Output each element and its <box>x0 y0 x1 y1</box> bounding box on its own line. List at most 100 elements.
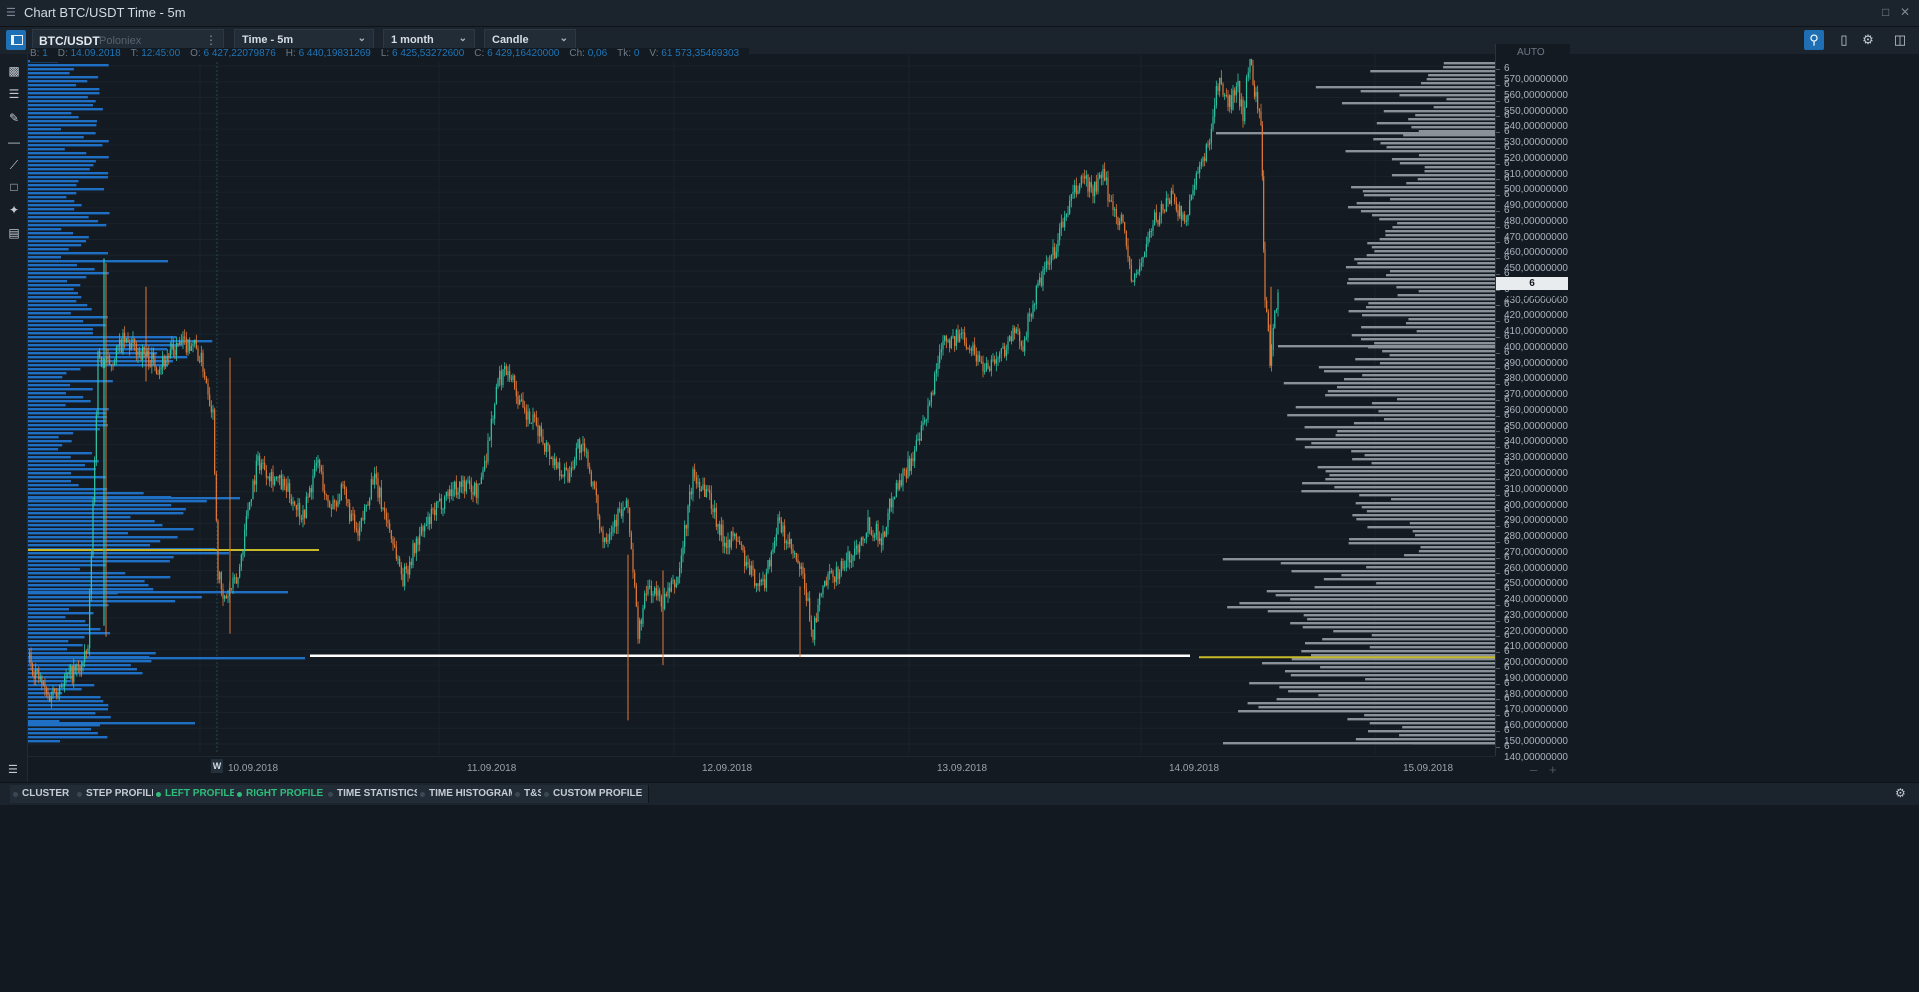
candle-body <box>65 673 67 678</box>
candle-body <box>745 561 747 567</box>
candle-body <box>762 579 764 582</box>
layers-icon[interactable]: ☰ <box>8 87 20 101</box>
candle-body <box>565 467 567 470</box>
candle-body <box>394 544 396 548</box>
horizontal-line-icon[interactable]: — <box>8 135 20 149</box>
window-menu-icon[interactable]: ☰ <box>6 7 16 19</box>
left-profile-bar <box>28 88 100 91</box>
candle-body <box>1169 200 1171 204</box>
gear-icon[interactable]: ⚙ <box>1895 786 1906 800</box>
left-profile-bar <box>28 232 74 235</box>
ohlc-value: 61 573,35469303 <box>661 48 740 59</box>
right-profile-bar <box>1351 186 1495 189</box>
candle-body <box>659 590 661 597</box>
tab-time-statistics[interactable]: TIME STATISTICS <box>325 785 428 803</box>
candle-body <box>1102 168 1104 178</box>
tab-cluster[interactable]: CLUSTER <box>10 785 77 803</box>
candle-body <box>1127 245 1129 258</box>
price-tick-label: 6 340,00000000 <box>1496 425 1570 447</box>
zoom-out-icon[interactable]: – <box>1530 762 1538 777</box>
right-profile-bar <box>1356 202 1495 205</box>
candle-body <box>1162 204 1164 211</box>
left-profile-bar <box>28 488 108 491</box>
candle-body <box>797 559 799 564</box>
chart-panel-icon[interactable] <box>6 30 26 50</box>
right-profile-bar <box>1304 642 1495 645</box>
pencil-icon[interactable]: ✎ <box>8 111 20 125</box>
tab-left-profile[interactable]: LEFT PROFILE <box>153 785 244 803</box>
candle-body <box>887 512 889 528</box>
panel-toggle-icon[interactable]: ◫ <box>1893 32 1907 47</box>
tab-custom-profile[interactable]: CUSTOM PROFILE <box>541 785 650 803</box>
ohlc-value: 14.09.2018 <box>70 48 121 59</box>
auto-scale-label[interactable]: AUTO <box>1517 47 1545 58</box>
candle-body <box>742 545 744 551</box>
ohlc-field: L: 6 425,53272600 <box>381 48 464 59</box>
candle-body <box>304 510 306 518</box>
price-axis[interactable]: 6 570,00000000 6 560,00000000 6 550,000000… <box>1495 44 1570 763</box>
left-profile-bar <box>28 728 92 731</box>
candle-body <box>1065 214 1067 217</box>
candle-body <box>107 356 109 360</box>
candle-body <box>579 439 581 454</box>
bar-chart-icon[interactable]: ▩ <box>8 64 20 78</box>
right-profile-bar <box>1354 298 1495 301</box>
rectangle-icon[interactable]: □ <box>10 180 18 194</box>
price-tick-label: 6 170,00000000 <box>1496 693 1570 715</box>
candle-body <box>779 517 781 521</box>
candle-body <box>539 426 541 436</box>
candle-body <box>910 458 912 472</box>
ohlc-field: D: 14.09.2018 <box>58 48 121 59</box>
right-profile-bar <box>1348 278 1495 281</box>
right-profile-bar <box>1376 582 1495 585</box>
candle-body <box>1002 346 1004 349</box>
left-profile-bar <box>28 616 66 619</box>
trendline-icon[interactable]: ⟋ <box>9 158 19 172</box>
right-profile-bar <box>1345 150 1495 153</box>
candle-body <box>152 352 154 359</box>
close-icon[interactable]: ✕ <box>1900 5 1911 19</box>
candle-body <box>647 586 649 595</box>
candle-body <box>359 527 361 536</box>
mouse-icon[interactable]: ▯ <box>1840 32 1848 47</box>
candle-body <box>712 508 714 513</box>
candle-body <box>1154 212 1156 225</box>
candle-body <box>839 572 841 580</box>
search-chart-icon[interactable]: ⚲ <box>1804 30 1824 50</box>
left-profile-bar <box>28 591 288 594</box>
template-icon[interactable]: ▤ <box>8 226 20 240</box>
zoom-in-icon[interactable]: + <box>1549 762 1557 777</box>
time-axis[interactable]: 10.09.2018 11.09.2018 12.09.2018 13.09.2018… <box>28 756 1495 781</box>
candle-body <box>530 423 532 425</box>
price-tick-label: 6 560,00000000 <box>1496 79 1570 101</box>
candle-body <box>860 537 862 545</box>
tab-time-histogram[interactable]: TIME HISTOGRAM <box>417 785 524 803</box>
candle-body <box>162 356 164 368</box>
magic-wand-icon[interactable]: ✦ <box>8 203 20 217</box>
candle-body <box>220 572 222 590</box>
candle-body <box>235 577 237 584</box>
chart-canvas[interactable] <box>28 54 1495 754</box>
ohlc-infobar: B: 1 D: 14.09.2018 T: 12:45:00 O: 6 427,220… <box>30 48 750 62</box>
candle-body <box>149 366 151 368</box>
right-profile-bar <box>1360 90 1495 93</box>
candle-body <box>409 561 411 575</box>
left-profile-bar <box>28 588 154 591</box>
candle-body <box>955 330 957 347</box>
left-profile-bar <box>28 112 72 115</box>
more-options-icon[interactable]: ⋮ <box>205 33 217 47</box>
left-profile-bar <box>28 492 144 495</box>
list-icon[interactable]: ☰ <box>8 764 18 776</box>
candle-body <box>1275 309 1277 311</box>
right-profile-bar <box>1352 458 1495 461</box>
candle-body <box>672 580 674 582</box>
tab-right-profile[interactable]: RIGHT PROFILE <box>234 785 331 803</box>
maximize-icon[interactable]: □ <box>1882 5 1890 19</box>
candle-body <box>850 560 852 563</box>
candle-body <box>544 443 546 452</box>
candle-body <box>1212 116 1214 129</box>
gear-icon[interactable]: ⚙ <box>1862 32 1874 47</box>
left-profile-bar <box>28 424 108 427</box>
candle-body <box>952 336 954 338</box>
tab-step-profile[interactable]: STEP PROFILE <box>74 785 166 803</box>
